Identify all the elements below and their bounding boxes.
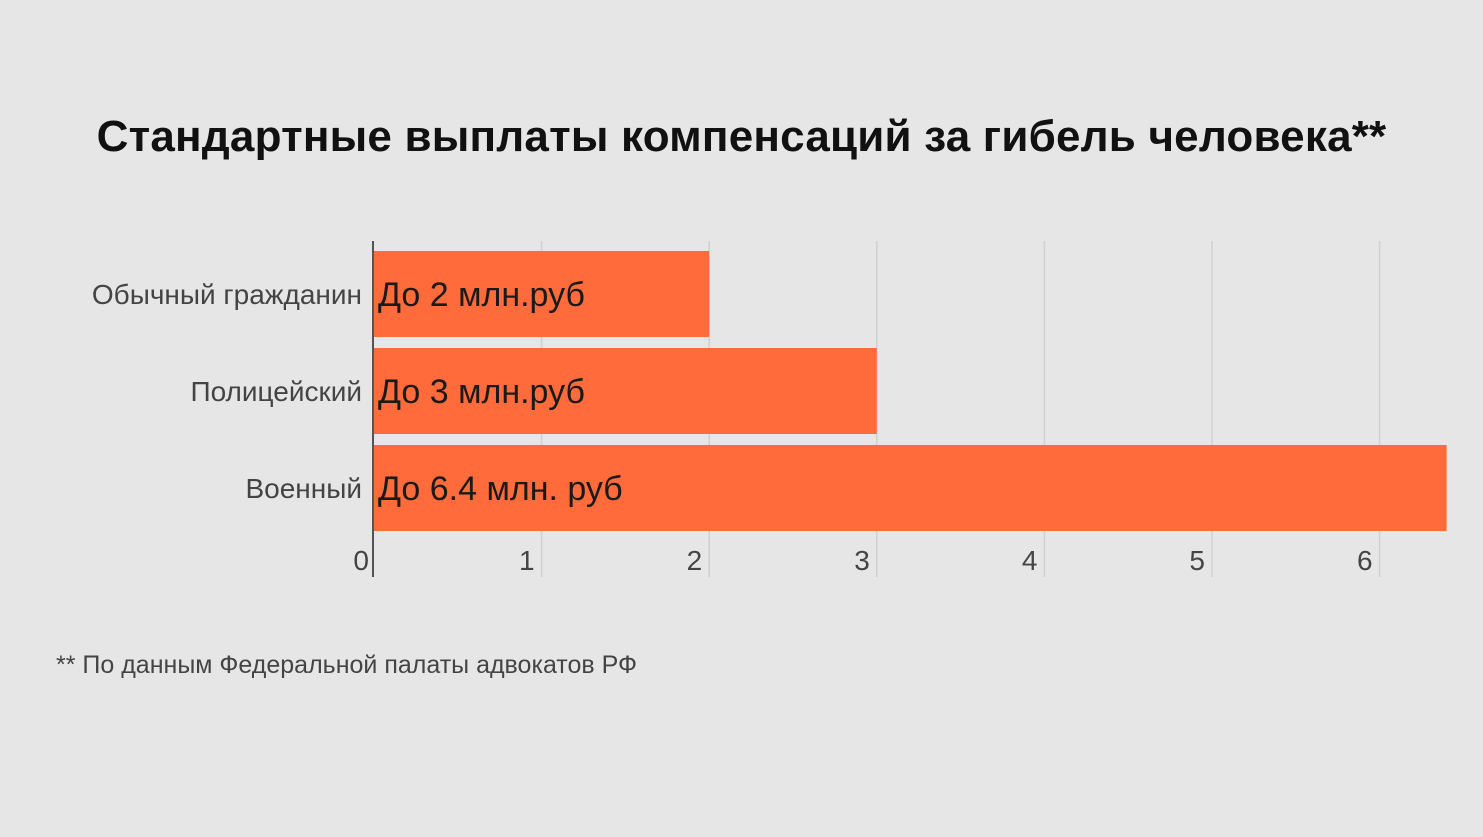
bars: До 2 млн.руб До 3 млн.руб До 6.4 млн. руб <box>374 251 1447 531</box>
x-tick-label: 2 <box>687 545 703 576</box>
bar-data-label: До 3 млн.руб <box>378 373 585 411</box>
bar-1 <box>374 348 877 434</box>
category-label: Обычный гражданин <box>92 279 362 310</box>
bar-data-label: До 2 млн.руб <box>378 276 585 314</box>
x-tick-label: 6 <box>1357 545 1373 576</box>
axes: 0 1 2 3 4 5 6 Обычный гражданин Полицейский Военн… <box>92 241 1373 577</box>
category-label: Военный <box>245 473 362 504</box>
chart-title: Стандартные выплаты компенсаций за гибел… <box>96 112 1387 161</box>
bar-0 <box>374 251 710 337</box>
footnote: ** По данным Федеральной палаты адвокато… <box>56 651 638 679</box>
bar-data-label: До 6.4 млн. руб <box>378 470 623 508</box>
x-tick-label: 5 <box>1189 545 1205 576</box>
x-tick-label: 0 <box>353 545 369 576</box>
bar-2 <box>374 445 1447 531</box>
x-tick-label: 4 <box>1022 545 1038 576</box>
x-tick-label: 3 <box>854 545 870 576</box>
category-label: Полицейский <box>190 376 362 407</box>
x-tick-label: 1 <box>519 545 535 576</box>
